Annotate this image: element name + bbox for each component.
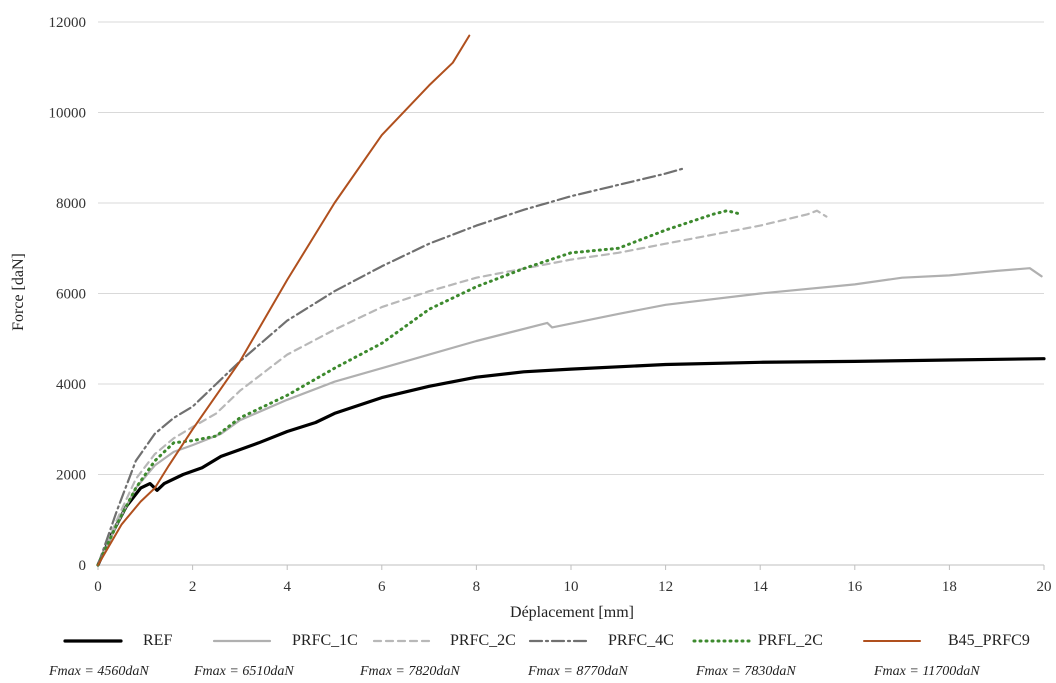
series-line-b45_prfc9 (97, 34, 471, 566)
x-tick-label: 6 (378, 579, 386, 595)
x-tick-label: 18 (942, 579, 957, 595)
series-line-prfc_4c (96, 167, 686, 567)
x-tick-label: 10 (564, 579, 579, 595)
legend-fmax: Fmax = 11700daN (874, 664, 980, 679)
y-tick-label: 2000 (56, 468, 86, 484)
series-line-prfc_2c (96, 209, 828, 567)
legend-label: PRFC_2C (450, 632, 516, 649)
line-chart: 0 2000 4000 6000 8000 10000 12000 0 2 4 6 8 10 12 14 16… (10, 15, 1052, 621)
legend-label: PRFC_1C (292, 632, 358, 649)
y-tick-label: 4000 (56, 377, 86, 393)
y-tick-label: 0 (79, 558, 87, 574)
x-tick-label: 14 (753, 579, 769, 595)
y-tick-label: 12000 (49, 15, 87, 31)
legend-label: PRFL_2C (758, 632, 823, 649)
legend-fmax: Fmax = 6510daN (194, 664, 294, 679)
series-line-prfl_2c (96, 209, 743, 567)
legend-swatch (212, 639, 272, 643)
axes (97, 564, 1045, 570)
x-tick-label: 0 (94, 579, 102, 595)
y-axis-title: Force [daN] (10, 253, 27, 331)
series-line-ref (96, 357, 1046, 567)
legend-label: REF (143, 632, 173, 649)
y-tick-label: 6000 (56, 287, 86, 303)
legend-swatch (863, 640, 921, 642)
x-tick-label: 20 (1037, 579, 1052, 595)
y-tick-label: 8000 (56, 196, 86, 212)
legend: REF Fmax = 4560daN PRFC_1C Fmax = 6510da… (0, 628, 1056, 683)
legend-swatch (692, 639, 752, 643)
series-lines (96, 34, 1046, 567)
legend-swatch (528, 639, 588, 643)
x-axis-title: Déplacement [mm] (510, 604, 634, 621)
x-tick-label: 2 (189, 579, 197, 595)
legend-fmax: Fmax = 4560daN (49, 664, 149, 679)
x-tick-label: 12 (658, 579, 673, 595)
legend-fmax: Fmax = 7820daN (360, 664, 460, 679)
grid-lines (98, 21, 1044, 475)
x-tick-label: 4 (283, 579, 291, 595)
series-line-prfc_1c (96, 267, 1043, 567)
legend-swatch (63, 639, 123, 643)
y-tick-label: 10000 (49, 106, 87, 122)
tick-labels: 0 2000 4000 6000 8000 10000 12000 0 2 4 6 8 10 12 14 16… (49, 15, 1052, 595)
legend-swatch (372, 639, 432, 643)
legend-label: PRFC_4C (608, 632, 674, 649)
legend-fmax: Fmax = 7830daN (696, 664, 796, 679)
x-tick-label: 8 (473, 579, 481, 595)
legend-fmax: Fmax = 8770daN (528, 664, 628, 679)
x-tick-label: 16 (847, 579, 863, 595)
legend-label: B45_PRFC9 (948, 632, 1030, 649)
